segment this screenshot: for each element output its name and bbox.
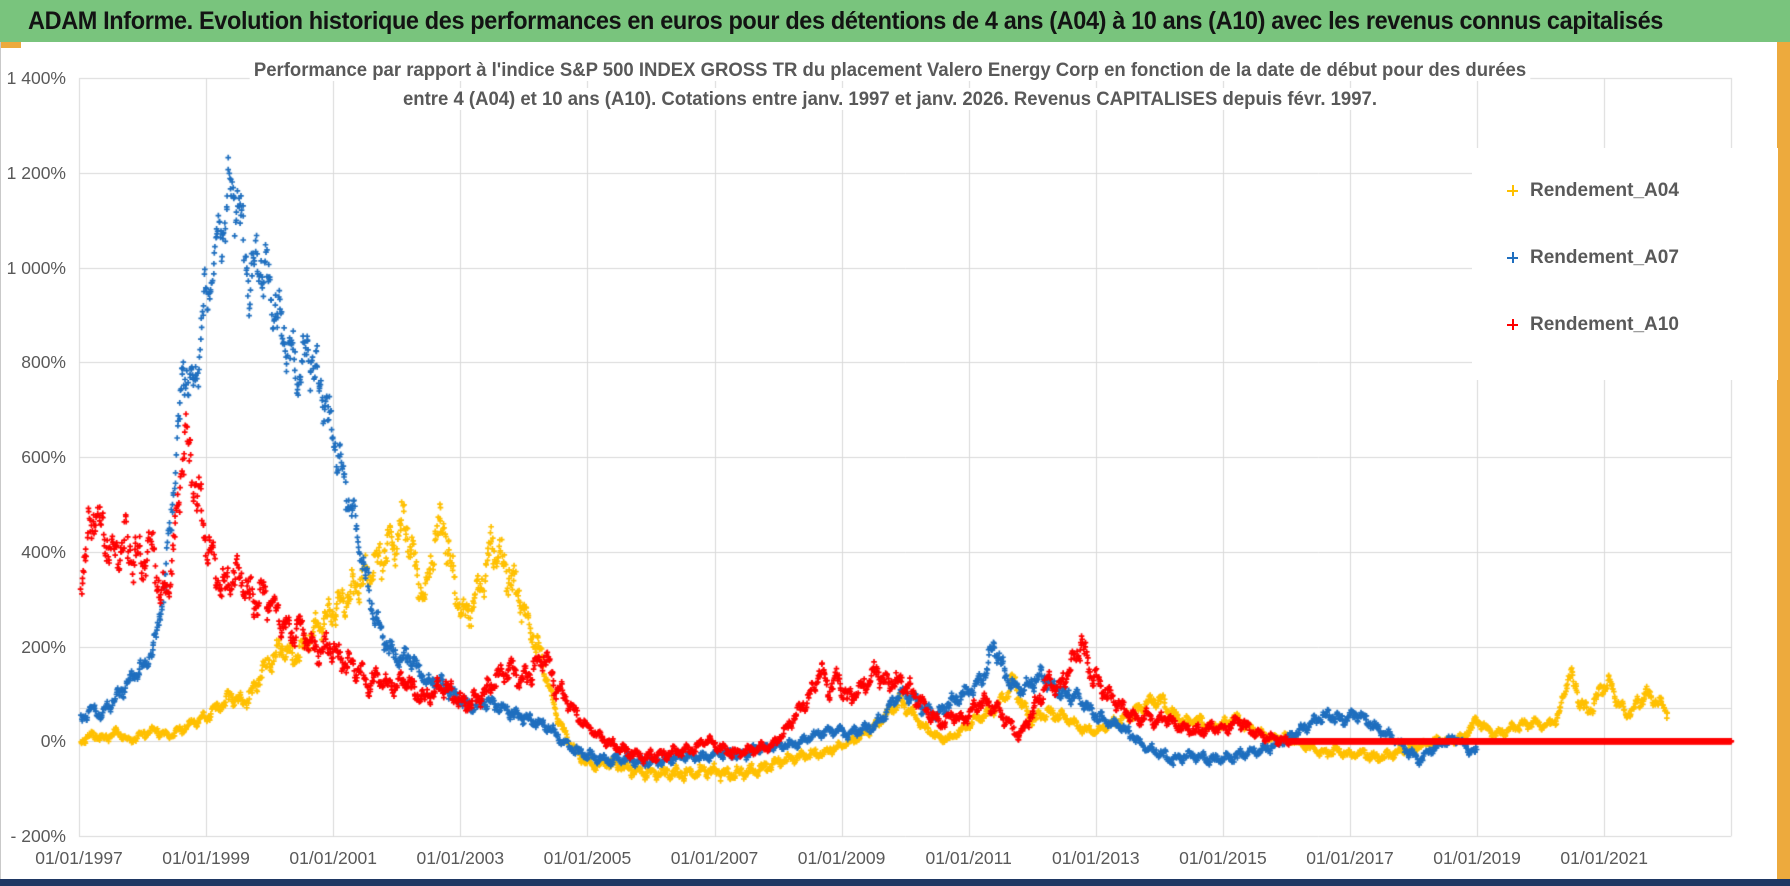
chart-title: Performance par rapport à l'indice S&P 5… xyxy=(144,56,1636,114)
x-tick-label: 01/01/2017 xyxy=(1306,848,1394,868)
plus-marker-icon xyxy=(1506,318,1519,331)
y-tick-label: 800% xyxy=(21,352,66,373)
x-tick-label: 01/01/2013 xyxy=(1052,848,1140,868)
x-tick-label: 01/01/2001 xyxy=(289,848,377,868)
legend-item-rendement-a10: Rendement_A10 xyxy=(1472,291,1778,358)
y-tick-label: 1 200% xyxy=(6,162,66,183)
x-tick-label: 01/01/2015 xyxy=(1179,848,1267,868)
x-tick-label: 01/01/2019 xyxy=(1433,848,1521,868)
y-tick-label: 1 400% xyxy=(6,68,66,88)
legend-label: Rendement_A07 xyxy=(1530,246,1679,268)
x-tick-label: 01/01/2009 xyxy=(797,848,886,868)
plus-marker-icon xyxy=(1506,251,1519,264)
legend-label: Rendement_A04 xyxy=(1530,179,1679,201)
y-tick-label: 600% xyxy=(21,447,66,467)
y-tick-label: 400% xyxy=(21,541,66,562)
legend-label: Rendement_A10 xyxy=(1530,313,1679,335)
page-left-border xyxy=(0,42,1,886)
y-tick-label: - 200% xyxy=(10,826,66,846)
x-tick-label: 01/01/2005 xyxy=(543,848,632,868)
gold-right-border xyxy=(1777,42,1790,881)
legend-item-rendement-a07: Rendement_A07 xyxy=(1472,224,1778,291)
x-tick-label: 01/01/2011 xyxy=(925,848,1012,868)
y-tick-label: 200% xyxy=(21,636,66,657)
legend-item-rendement-a04: Rendement_A04 xyxy=(1472,157,1778,224)
chart-legend: Rendement_A04 Rendement_A07 Rendement_A1… xyxy=(1472,148,1778,380)
x-tick-label: 01/01/2007 xyxy=(670,848,759,868)
report-title-banner: ADAM Informe. Evolution historique des p… xyxy=(0,0,1790,42)
chart-title-line2: entre 4 (A04) et 10 ans (A10). Cotations… xyxy=(144,85,1636,114)
x-tick-label: 01/01/2021 xyxy=(1560,848,1648,868)
plus-marker-icon xyxy=(1506,184,1519,197)
y-tick-label: 1 000% xyxy=(6,257,66,278)
chart-title-line1: Performance par rapport à l'indice S&P 5… xyxy=(144,56,1636,85)
report-title: ADAM Informe. Evolution historique des p… xyxy=(28,7,1663,35)
x-tick-label: 01/01/1997 xyxy=(35,848,123,868)
x-tick-label: 01/01/1999 xyxy=(162,848,250,868)
x-tick-label: 01/01/2003 xyxy=(416,848,505,868)
navy-bottom-border xyxy=(0,879,1790,886)
y-tick-label: 0% xyxy=(40,731,66,752)
gold-accent-tab xyxy=(0,42,21,48)
